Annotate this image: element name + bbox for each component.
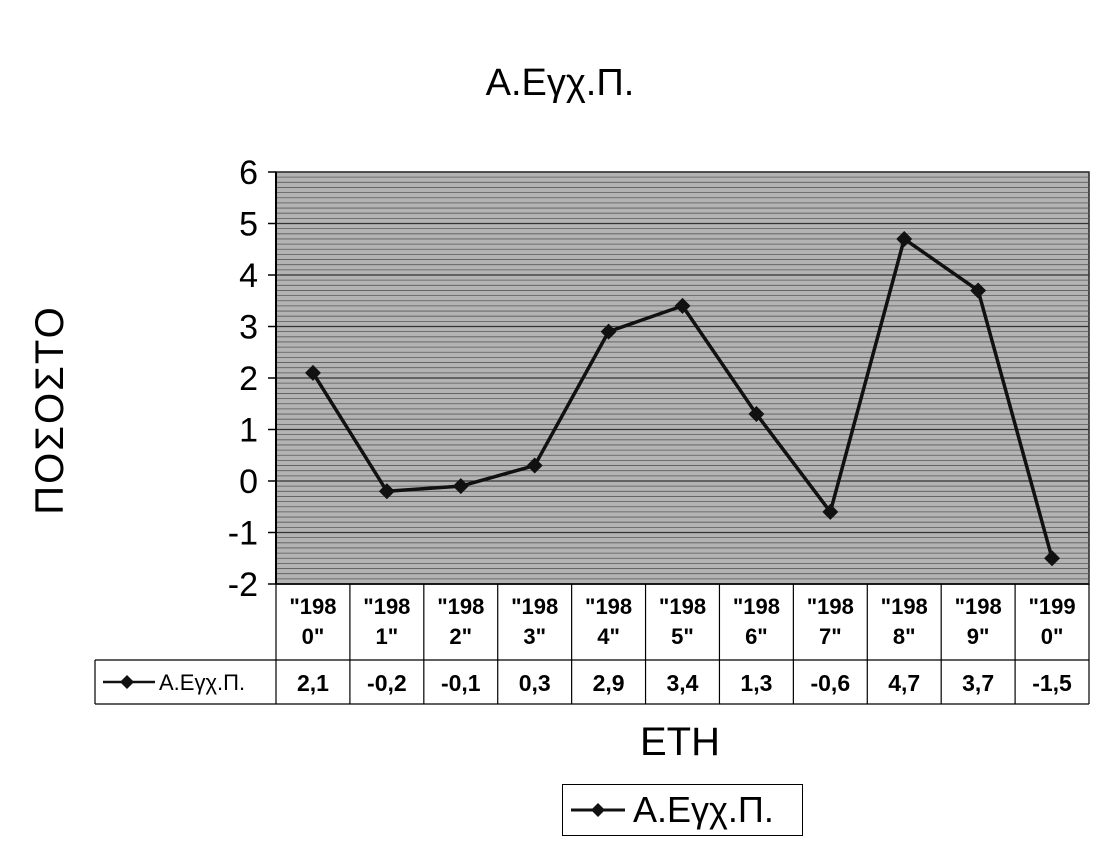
x-tick-label: "198 1" <box>363 594 410 649</box>
data-point <box>970 282 987 299</box>
chart-title: Α.Εγχ.Π. <box>485 62 635 104</box>
data-point <box>378 483 395 500</box>
data-table-value: 3,7 <box>962 670 994 696</box>
x-axis-label: ΕΤΗ <box>640 720 720 764</box>
legend-label: Α.Εγχ.Π. <box>633 789 774 830</box>
data-table-value: 2,1 <box>297 670 329 696</box>
data-table-value: 2,9 <box>593 670 625 696</box>
x-tick-label: "198 4" <box>585 594 632 649</box>
data-point <box>526 457 543 474</box>
x-tick-label: "198 2" <box>437 594 484 649</box>
data-table-value: -0,6 <box>810 670 850 696</box>
data-table-value: -1,5 <box>1032 670 1072 696</box>
x-tick-label: "198 6" <box>733 594 780 649</box>
y-tick-label: 3 <box>239 309 258 347</box>
x-tick-label: "199 0" <box>1028 594 1075 649</box>
x-tick-label: "198 7" <box>807 594 854 649</box>
data-point <box>674 297 691 314</box>
y-tick-label: -2 <box>228 566 258 604</box>
y-tick-label: 2 <box>239 360 258 398</box>
x-tick-label: "198 0" <box>289 594 336 649</box>
data-point <box>600 323 617 340</box>
table-legend-marker <box>120 675 134 689</box>
x-tick-label: "198 5" <box>659 594 706 649</box>
legend: Α.Εγχ.Π. <box>562 784 803 836</box>
legend-marker-icon <box>571 803 625 817</box>
x-tick-label: "198 8" <box>881 594 928 649</box>
table-series-name: Α.Εγχ.Π. <box>159 670 245 695</box>
data-point <box>452 478 469 495</box>
data-point <box>1044 550 1061 567</box>
y-tick-label: 6 <box>239 154 258 192</box>
y-tick-label: -1 <box>228 515 258 553</box>
data-table-value: 0,3 <box>519 670 551 696</box>
data-table-value: 1,3 <box>740 670 772 696</box>
x-tick-label: "198 9" <box>955 594 1002 649</box>
data-table-value: -0,2 <box>367 670 407 696</box>
y-tick-label: 5 <box>239 206 258 244</box>
y-tick-label: 0 <box>239 463 258 501</box>
y-tick-label: 1 <box>239 412 258 450</box>
data-table-value: -0,1 <box>441 670 481 696</box>
data-point <box>822 503 839 520</box>
y-tick-label: 4 <box>239 257 258 295</box>
data-point <box>896 230 913 247</box>
data-point <box>748 406 765 423</box>
data-table-value: 3,4 <box>667 670 699 696</box>
data-table-value: 4,7 <box>888 670 920 696</box>
data-point <box>304 364 321 381</box>
x-tick-label: "198 3" <box>511 594 558 649</box>
